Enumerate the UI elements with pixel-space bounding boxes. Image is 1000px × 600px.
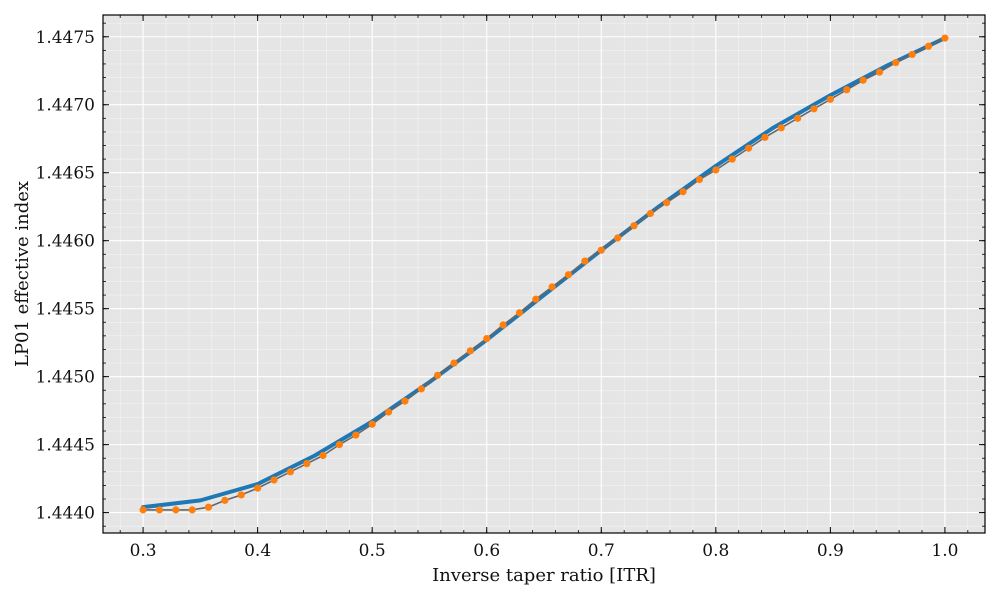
sampled-point (352, 431, 360, 439)
sampled-point (286, 468, 294, 476)
series-layer (139, 34, 949, 514)
sampled-point (614, 234, 622, 242)
sampled-point (139, 506, 147, 514)
sampled-point (368, 420, 376, 428)
sampled-point (908, 50, 916, 59)
sampled-point (188, 506, 196, 514)
sampled-point (597, 246, 605, 254)
y-tick-label: 1.4455 (36, 300, 95, 320)
sampled-point (417, 385, 425, 393)
sampled-point (237, 491, 245, 499)
sampled-point (303, 460, 311, 468)
sampled-point (483, 334, 491, 343)
sampled-point (515, 309, 524, 317)
sampled-point (646, 209, 655, 218)
x-tick-label: 0.4 (244, 541, 271, 561)
sampled-point (450, 359, 458, 367)
sampled-point (826, 95, 834, 103)
sampled-point (777, 124, 785, 132)
sampled-point (663, 199, 671, 207)
x-tick-label: 0.7 (588, 541, 615, 561)
sampled-point (843, 86, 851, 94)
sampled-point (924, 42, 933, 50)
plot-background (103, 15, 985, 533)
sampled-point (172, 506, 180, 514)
y-axis-label: LP01 effective index (12, 181, 33, 367)
sampled-point (155, 506, 164, 514)
x-tick-label: 0.6 (473, 541, 500, 561)
y-tick-label: 1.4460 (36, 232, 95, 252)
sampled-point (319, 451, 327, 460)
sampled-point (204, 503, 213, 511)
grid (103, 15, 985, 533)
sampled-point (941, 34, 949, 42)
sampled-point (892, 58, 900, 67)
sampled-point (548, 283, 556, 291)
sampled-point (221, 496, 229, 504)
sampled-point (728, 155, 736, 163)
sampled-point (679, 188, 687, 196)
x-tick-label: 0.5 (359, 541, 386, 561)
x-axis-label: Inverse taper ratio [ITR] (432, 565, 656, 586)
ticks: 0.3 0.4 0.5 0.6 0.7 0.8 0.9 1.0 1.4440 1.4445 1.44… (36, 15, 985, 561)
sampled-point (254, 484, 262, 492)
x-tick-label: 0.9 (817, 541, 844, 561)
sampled-point (630, 222, 638, 230)
continuous-series-line (141, 36, 947, 510)
plot-frame (102, 14, 986, 534)
sampled-point (433, 371, 442, 379)
sampled-point (532, 295, 540, 303)
y-tick-label: 1.4475 (36, 28, 95, 48)
sampled-point (859, 76, 867, 84)
sampled-point (875, 68, 884, 76)
sampled-point (761, 133, 769, 141)
sampled-point (794, 114, 802, 122)
x-tick-label: 1.0 (931, 541, 958, 561)
sampled-point (335, 441, 344, 449)
sampled-point (499, 321, 507, 329)
sampled-point (695, 175, 704, 184)
sampled-point (744, 144, 753, 152)
sampled-point (581, 257, 589, 265)
sampled-point (401, 397, 409, 405)
sampled-point (466, 347, 474, 355)
y-tick-label: 1.4450 (36, 368, 95, 388)
y-tick-label: 1.4465 (36, 164, 95, 184)
sampled-point (564, 271, 573, 279)
y-tick-label: 1.4440 (36, 504, 95, 524)
x-tick-label: 0.8 (702, 541, 729, 561)
sampled-point (270, 476, 278, 484)
y-tick-label: 1.4470 (36, 96, 95, 116)
x-tick-label: 0.3 (130, 541, 157, 561)
sampled-point (712, 166, 720, 174)
sampled-point (384, 408, 393, 416)
sampled-point (810, 105, 818, 113)
y-tick-label: 1.4445 (36, 436, 95, 456)
